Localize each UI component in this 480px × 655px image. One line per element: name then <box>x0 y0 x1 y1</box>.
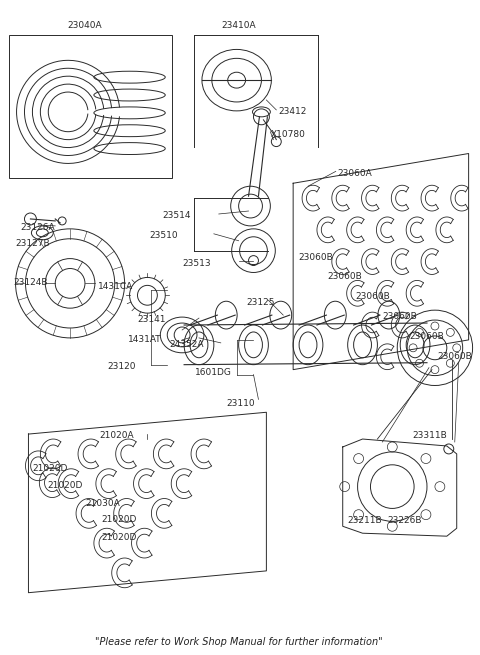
Text: 23412: 23412 <box>278 107 307 116</box>
Text: 1601DG: 1601DG <box>195 367 232 377</box>
Text: 23126A: 23126A <box>21 223 55 232</box>
Text: 21030A: 21030A <box>85 498 120 508</box>
Text: 21020D: 21020D <box>48 481 83 490</box>
Text: X10780: X10780 <box>270 130 305 139</box>
Text: 23110: 23110 <box>227 400 255 408</box>
Text: 23060A: 23060A <box>338 170 372 178</box>
Text: 23124B: 23124B <box>13 278 48 288</box>
Text: 23060B: 23060B <box>383 312 417 321</box>
Text: 23513: 23513 <box>182 259 211 268</box>
Text: 1431AT: 1431AT <box>128 335 161 344</box>
Bar <box>9 35 172 178</box>
Text: 23510: 23510 <box>149 231 178 240</box>
Text: 21020A: 21020A <box>100 431 134 440</box>
Text: 23120: 23120 <box>108 362 136 371</box>
Text: "Please refer to Work Shop Manual for further information": "Please refer to Work Shop Manual for fu… <box>95 637 383 647</box>
Text: 23060B: 23060B <box>356 292 390 301</box>
Text: 1431CA: 1431CA <box>98 282 133 291</box>
Text: 23127B: 23127B <box>15 239 50 248</box>
Text: 23514: 23514 <box>162 211 191 220</box>
Text: 23211B: 23211B <box>348 516 382 525</box>
Text: 21020D: 21020D <box>33 464 68 473</box>
Text: 23060B: 23060B <box>409 332 444 341</box>
Text: 23125: 23125 <box>247 298 275 307</box>
Text: 23141: 23141 <box>137 315 166 324</box>
Text: 23060B: 23060B <box>437 352 472 361</box>
Text: 23040A: 23040A <box>68 21 102 29</box>
Text: 21020D: 21020D <box>102 515 137 525</box>
Text: 23410A: 23410A <box>221 21 256 29</box>
Text: 23060B: 23060B <box>328 272 362 282</box>
Text: 23060B: 23060B <box>298 253 333 261</box>
Text: 24352A: 24352A <box>169 340 204 349</box>
Text: 23311B: 23311B <box>412 431 447 440</box>
Text: 23226B: 23226B <box>387 516 422 525</box>
Text: 21020D: 21020D <box>102 533 137 542</box>
